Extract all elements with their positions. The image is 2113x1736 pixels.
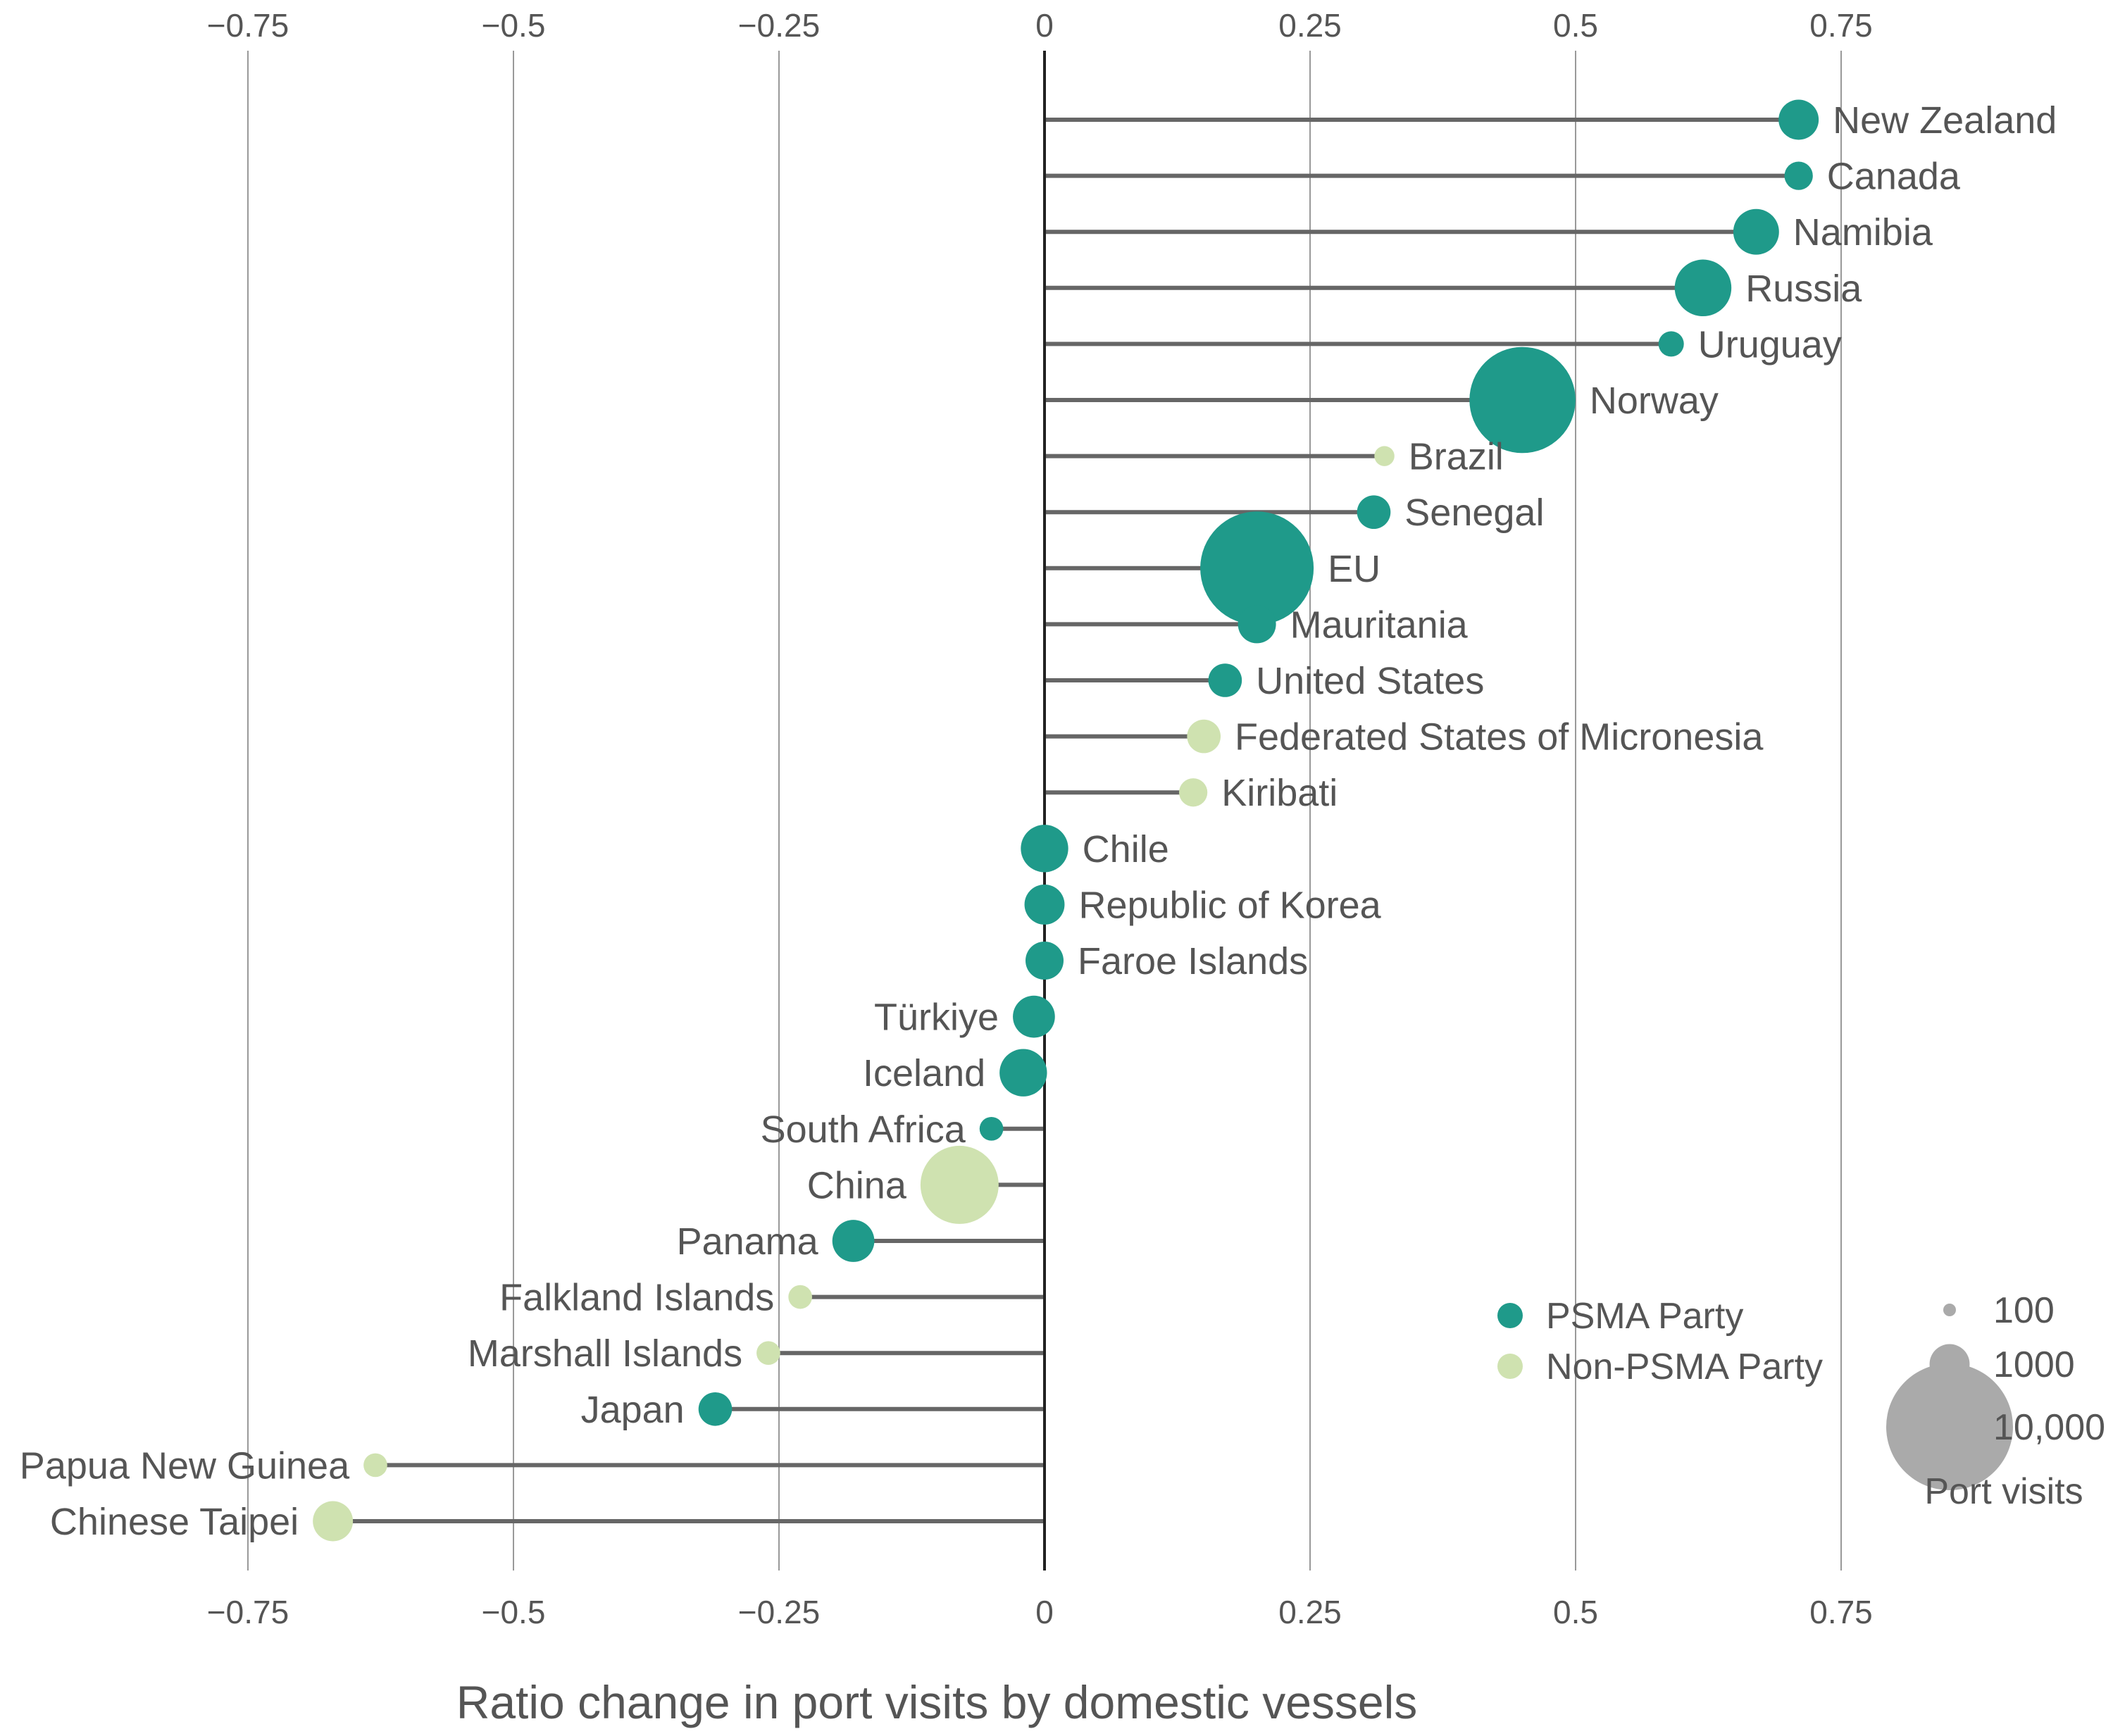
x-tick-label-top: 0.75 xyxy=(1809,7,1873,44)
size-legend-circle xyxy=(1886,1363,2013,1490)
data-point xyxy=(1733,208,1779,255)
data-point xyxy=(313,1501,354,1542)
size-legend-label: 10,000 xyxy=(1993,1407,2105,1448)
legend-label: PSMA Party xyxy=(1546,1296,1743,1337)
x-tick-label-top: −0.75 xyxy=(207,7,289,44)
point-label: Namibia xyxy=(1793,211,1933,254)
data-point xyxy=(1778,99,1819,140)
point-label: Republic of Korea xyxy=(1078,884,1381,926)
point-label: United States xyxy=(1256,660,1484,702)
point-label: Iceland xyxy=(863,1052,985,1094)
data-point xyxy=(1238,605,1276,644)
legend: PSMA Party Non-PSMA Party 100 1000 10,000 P… xyxy=(1497,1290,2105,1512)
data-point xyxy=(1469,346,1576,454)
data-point xyxy=(1026,942,1064,980)
point-label: Canada xyxy=(1827,156,1961,198)
point-label: Kiribati xyxy=(1221,772,1338,814)
point-label: South Africa xyxy=(761,1109,966,1151)
data-point xyxy=(1674,259,1732,317)
data-point xyxy=(1187,719,1221,754)
point-labels: New Zealand Canada Namibia Russia Uruguay Nor… xyxy=(20,99,2057,1543)
point-label: Marshall Islands xyxy=(468,1332,742,1375)
point-label: Chile xyxy=(1083,828,1169,870)
x-tick-label-bottom: 0.25 xyxy=(1278,1594,1342,1630)
x-tick-label-bottom: −0.75 xyxy=(207,1594,289,1630)
size-legend-circle xyxy=(1943,1304,1956,1316)
legend-label: Non-PSMA Party xyxy=(1546,1347,1823,1387)
data-point xyxy=(979,1116,1004,1141)
data-point xyxy=(1374,446,1395,466)
point-label: Faroe Islands xyxy=(1078,940,1308,982)
x-axis-title: Ratio change in port visits by domestic … xyxy=(456,1676,1418,1728)
legend-swatch xyxy=(1497,1354,1523,1379)
x-axis-top-ticks: −0.75 −0.5 −0.25 0 0.25 0.5 0.75 xyxy=(207,7,1873,44)
data-point xyxy=(1200,511,1314,625)
data-point xyxy=(698,1392,733,1426)
point-label: Chinese Taipei xyxy=(50,1501,299,1543)
point-label: Mauritania xyxy=(1290,604,1469,646)
data-point xyxy=(1178,778,1208,807)
point-label: Türkiye xyxy=(874,997,999,1039)
point-label: Russia xyxy=(1745,268,1862,310)
color-legend: PSMA Party Non-PSMA Party xyxy=(1497,1296,1823,1387)
data-point xyxy=(1024,884,1065,925)
data-point xyxy=(999,1049,1047,1097)
data-point xyxy=(788,1285,812,1309)
legend-swatch xyxy=(1497,1303,1523,1328)
x-axis-bottom-ticks: −0.75 −0.5 −0.25 0 0.25 0.5 0.75 xyxy=(207,1594,1873,1630)
data-point xyxy=(1021,825,1068,873)
size-legend-title: Port visits xyxy=(1924,1471,2083,1512)
x-tick-label-bottom: −0.5 xyxy=(482,1594,546,1630)
x-tick-label-bottom: −0.25 xyxy=(738,1594,820,1630)
x-tick-label-top: −0.25 xyxy=(738,7,820,44)
point-label: Falkland Islands xyxy=(499,1277,774,1319)
data-point xyxy=(1208,663,1242,697)
point-label: Senegal xyxy=(1404,492,1544,534)
x-tick-label-bottom: 0.75 xyxy=(1809,1594,1873,1630)
data-point xyxy=(756,1341,780,1366)
size-legend-label: 100 xyxy=(1993,1290,2055,1331)
point-label: New Zealand xyxy=(1833,99,2057,142)
data-point xyxy=(1357,495,1391,530)
gridlines xyxy=(247,51,1842,1570)
data-point xyxy=(363,1453,387,1478)
data-point xyxy=(1013,995,1055,1038)
point-label: Federated States of Micronesia xyxy=(1235,716,1764,758)
data-point xyxy=(1658,331,1684,357)
point-label: Panama xyxy=(677,1220,819,1263)
x-tick-label-top: −0.5 xyxy=(482,7,546,44)
size-legend-label: 1000 xyxy=(1993,1344,2075,1385)
x-tick-label-top: 0.5 xyxy=(1553,7,1598,44)
point-label: Norway xyxy=(1590,380,1719,422)
point-label: EU xyxy=(1328,548,1380,590)
point-label: Japan xyxy=(581,1389,685,1431)
data-points xyxy=(313,99,1819,1542)
x-tick-label-bottom: 0 xyxy=(1035,1594,1054,1630)
data-point xyxy=(1784,161,1813,190)
point-label: Brazil xyxy=(1409,436,1504,478)
point-label: Papua New Guinea xyxy=(20,1444,350,1487)
data-point xyxy=(832,1220,875,1262)
x-tick-label-top: 0.25 xyxy=(1278,7,1342,44)
x-tick-label-top: 0 xyxy=(1035,7,1054,44)
size-legend: 100 1000 10,000 xyxy=(1886,1290,2105,1490)
point-label: China xyxy=(807,1164,907,1206)
x-tick-label-bottom: 0.5 xyxy=(1553,1594,1598,1630)
data-point xyxy=(920,1145,999,1224)
point-label: Uruguay xyxy=(1698,323,1842,366)
